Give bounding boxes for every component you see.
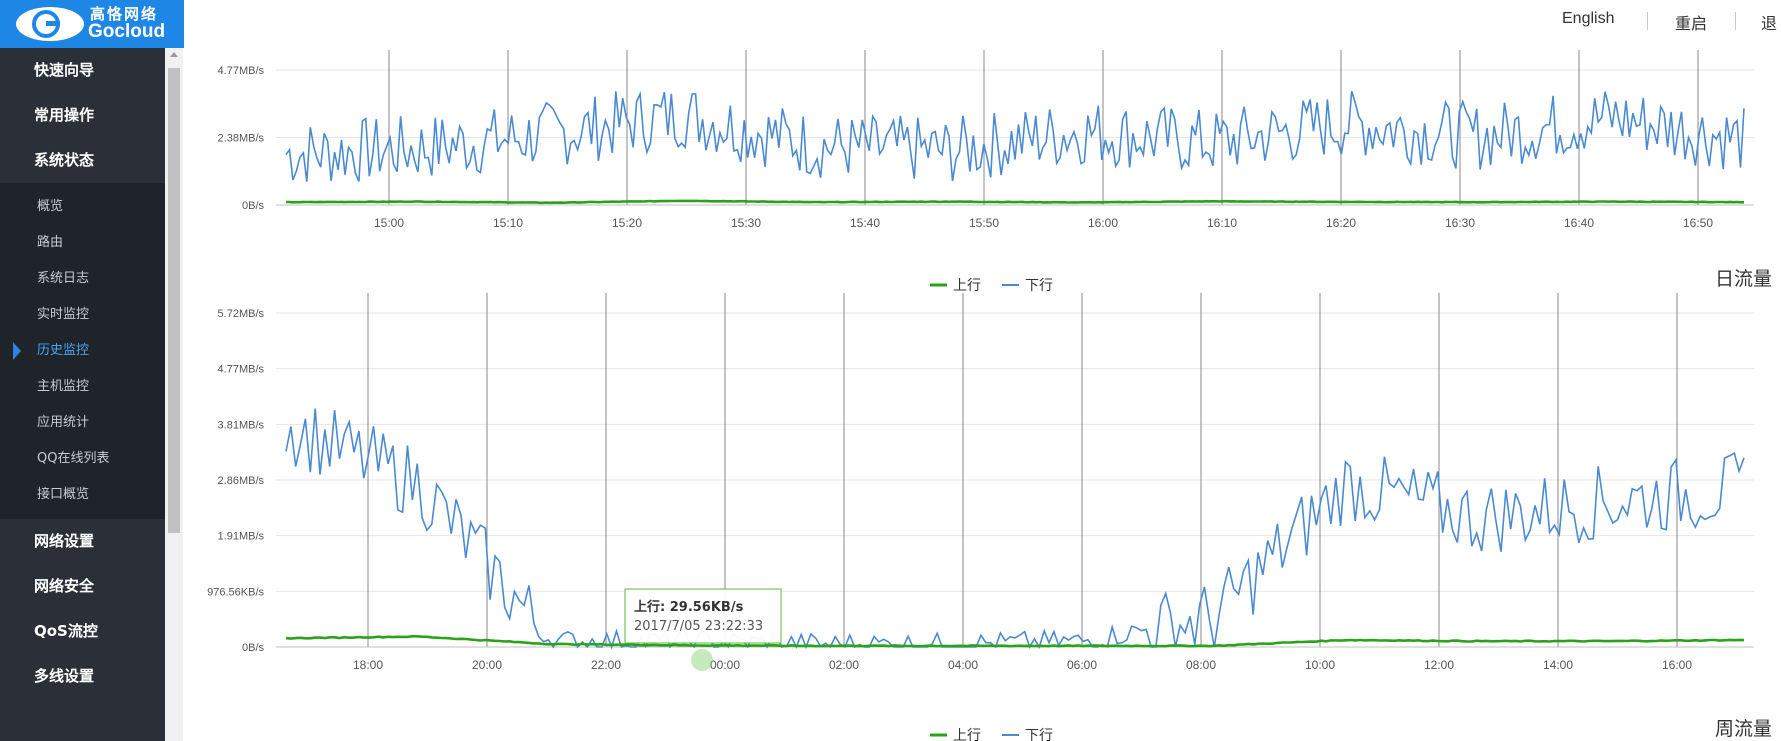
legend-down-label[interactable]: 下行 bbox=[1025, 278, 1053, 294]
x-tick-label: 15:00 bbox=[374, 216, 404, 230]
legend-up-label[interactable]: 上行 bbox=[953, 728, 981, 741]
restart-link[interactable]: 重启 bbox=[1675, 16, 1708, 33]
x-tick-label: 08:00 bbox=[1186, 658, 1216, 672]
x-tick-label: 15:20 bbox=[612, 216, 642, 230]
logo-brand-en: Gocloud bbox=[88, 21, 166, 42]
chart-title-daily: 日流量 bbox=[1715, 268, 1772, 290]
x-tick-label: 22:00 bbox=[591, 658, 621, 672]
y-tick-label: 2.86MB/s bbox=[218, 475, 265, 487]
scrollbar-thumb[interactable] bbox=[168, 68, 180, 533]
tooltip-value: 上行: 29.56KB/s bbox=[634, 599, 744, 615]
series-line-download bbox=[285, 408, 1745, 650]
x-tick-label: 20:00 bbox=[472, 658, 502, 672]
x-tick-label: 16:40 bbox=[1564, 216, 1594, 230]
x-tick-label: 15:40 bbox=[850, 216, 880, 230]
x-tick-label: 16:30 bbox=[1445, 216, 1475, 230]
x-tick-label: 06:00 bbox=[1067, 658, 1097, 672]
sidebar-item-interface-overview[interactable]: 接口概览 bbox=[37, 487, 90, 502]
x-tick-label: 16:00 bbox=[1662, 658, 1692, 672]
chart-daily: 0B/s 976.56KB/s 1.91MB/s 2.86MB/s 3.81MB/s 4.… bbox=[207, 293, 1754, 672]
english-link[interactable]: English bbox=[1562, 10, 1615, 27]
y-tick-label: 0B/s bbox=[242, 642, 265, 654]
x-tick-label: 16:50 bbox=[1683, 216, 1713, 230]
header-divider bbox=[1735, 12, 1736, 30]
series-line-upload bbox=[286, 199, 1744, 205]
sidebar-section-qos[interactable]: QoS流控 bbox=[34, 622, 98, 640]
x-tick-label: 15:10 bbox=[493, 216, 523, 230]
sidebar-item-system-log[interactable]: 系统日志 bbox=[37, 271, 90, 286]
x-tick-label: 10:00 bbox=[1305, 658, 1335, 672]
logo-brand-cn: 高恪网络 bbox=[90, 5, 159, 23]
x-tick-label: 00:00 bbox=[710, 658, 740, 672]
y-tick-label: 1.91MB/s bbox=[218, 531, 265, 543]
x-tick-label: 15:50 bbox=[969, 216, 999, 230]
traffic-charts: 0B/s 2.38MB/s 4.77MB/s 15:00 15:10 15:20 15:30… bbox=[207, 50, 1772, 741]
sidebar-section-multiline[interactable]: 多线设置 bbox=[34, 667, 95, 685]
sidebar-section-quick-guide[interactable]: 快速向导 bbox=[34, 61, 95, 79]
sidebar-item-host-monitor[interactable]: 主机监控 bbox=[37, 379, 90, 394]
legend-down-label[interactable]: 下行 bbox=[1025, 728, 1053, 741]
top-header: English 重启 退 bbox=[184, 0, 1781, 48]
chart-title-weekly: 周流量 bbox=[1715, 718, 1772, 740]
x-tick-label: 04:00 bbox=[948, 658, 978, 672]
y-tick-label: 976.56KB/s bbox=[207, 586, 264, 598]
y-tick-label: 2.38MB/s bbox=[218, 133, 265, 145]
y-tick-label: 5.72MB/s bbox=[218, 308, 265, 320]
sidebar-section-network-settings[interactable]: 网络设置 bbox=[34, 532, 95, 550]
tooltip-time: 2017/7/05 23:22:33 bbox=[634, 619, 763, 634]
legend-up-label[interactable]: 上行 bbox=[953, 278, 981, 294]
header-divider bbox=[1647, 12, 1648, 30]
logout-link[interactable]: 退 bbox=[1761, 16, 1778, 33]
x-tick-label: 15:30 bbox=[731, 216, 761, 230]
tooltip-box bbox=[624, 588, 782, 644]
sidebar-section-common-ops[interactable]: 常用操作 bbox=[34, 106, 95, 124]
x-tick-label: 16:10 bbox=[1207, 216, 1237, 230]
sidebar-item-qq-online[interactable]: QQ在线列表 bbox=[37, 451, 110, 466]
series-line-upload bbox=[285, 634, 1745, 648]
x-tick-label: 14:00 bbox=[1543, 658, 1573, 672]
chart1-legend: 上行 下行 bbox=[930, 278, 1053, 294]
scroll-up-arrow-icon[interactable] bbox=[170, 52, 178, 57]
chart2-legend: 上行 下行 bbox=[930, 728, 1053, 741]
x-tick-label: 02:00 bbox=[829, 658, 859, 672]
x-tick-label: 16:00 bbox=[1088, 216, 1118, 230]
sidebar-section-network-security[interactable]: 网络安全 bbox=[34, 577, 95, 595]
sidebar-scrollbar[interactable] bbox=[165, 48, 183, 741]
tooltip-hover-marker bbox=[691, 649, 713, 671]
sidebar-nav: 快速向导 常用操作 系统状态 概览 路由 系统日志 实时监控 历史监控 主机监控… bbox=[0, 48, 165, 741]
y-tick-label: 3.81MB/s bbox=[218, 419, 265, 431]
y-tick-label: 4.77MB/s bbox=[218, 364, 265, 376]
gocloud-cloud-icon bbox=[16, 7, 84, 41]
x-tick-label: 18:00 bbox=[353, 658, 383, 672]
sidebar-item-realtime-monitor[interactable]: 实时监控 bbox=[37, 307, 90, 322]
chart-realtime: 0B/s 2.38MB/s 4.77MB/s 15:00 15:10 15:20 15:30… bbox=[218, 50, 1754, 230]
x-tick-label: 12:00 bbox=[1424, 658, 1454, 672]
sidebar-item-history-monitor[interactable]: 历史监控 bbox=[0, 333, 165, 369]
sidebar-item-routing[interactable]: 路由 bbox=[37, 235, 64, 250]
x-tick-label: 16:20 bbox=[1326, 216, 1356, 230]
series-line-download bbox=[285, 90, 1745, 182]
y-tick-label: 4.77MB/s bbox=[218, 65, 265, 77]
sidebar-submenu: 概览 路由 系统日志 实时监控 历史监控 主机监控 应用统计 QQ在线列表 接口… bbox=[0, 183, 165, 519]
y-tick-label: 0B/s bbox=[242, 200, 265, 212]
sidebar-item-overview[interactable]: 概览 bbox=[37, 199, 64, 214]
sidebar-section-system-status[interactable]: 系统状态 bbox=[34, 151, 95, 169]
chart-tooltip: 上行: 29.56KB/s 2017/7/05 23:22:33 bbox=[624, 588, 782, 671]
sidebar-item-app-stats[interactable]: 应用统计 bbox=[37, 415, 90, 430]
gocloud-logo: 高恪网络 Gocloud bbox=[0, 0, 184, 48]
